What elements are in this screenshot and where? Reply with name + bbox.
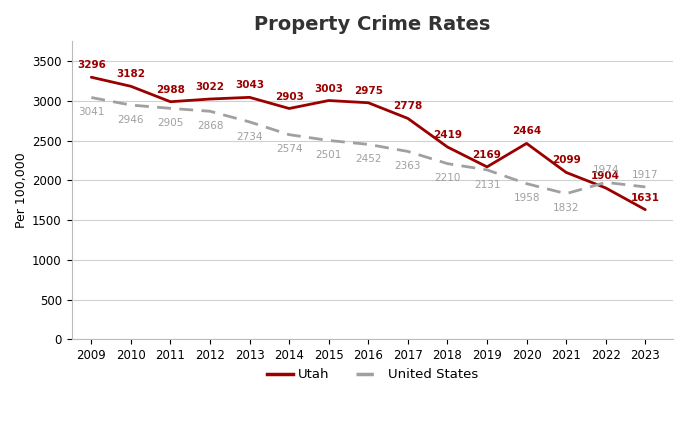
Text: 2988: 2988	[156, 85, 185, 95]
Text: 2210: 2210	[434, 173, 461, 183]
Utah	[483, 164, 491, 169]
United States	[562, 191, 570, 196]
United States	[166, 106, 175, 111]
Utah	[246, 95, 254, 100]
Text: 2868: 2868	[197, 121, 224, 131]
United States	[483, 167, 491, 172]
Utah	[166, 99, 175, 104]
United States	[522, 181, 530, 186]
Text: 2734: 2734	[237, 132, 263, 141]
Text: 1974: 1974	[592, 165, 619, 175]
Text: 3296: 3296	[77, 60, 106, 70]
United States	[601, 180, 610, 185]
Text: 2419: 2419	[433, 130, 462, 140]
Text: 2452: 2452	[355, 154, 382, 164]
Text: 3182: 3182	[116, 69, 145, 79]
Legend: Utah, United States: Utah, United States	[261, 363, 483, 387]
United States	[404, 149, 412, 154]
Text: 2975: 2975	[354, 86, 383, 96]
Utah	[364, 100, 372, 105]
Line: Utah: Utah	[92, 77, 645, 210]
Text: 2169: 2169	[473, 150, 502, 160]
Title: Property Crime Rates: Property Crime Rates	[254, 15, 491, 34]
Text: 2946: 2946	[118, 115, 144, 125]
Utah	[206, 96, 214, 102]
Utah	[325, 98, 333, 103]
Y-axis label: Per 100,000: Per 100,000	[15, 152, 28, 228]
Utah	[443, 145, 451, 150]
United States	[127, 102, 135, 108]
Text: 2574: 2574	[276, 145, 303, 155]
Utah	[285, 106, 293, 111]
Utah	[601, 185, 610, 191]
Text: 2464: 2464	[512, 126, 541, 136]
Text: 3022: 3022	[195, 82, 224, 92]
Text: 3041: 3041	[78, 107, 105, 117]
Utah	[87, 75, 96, 80]
United States	[641, 184, 649, 190]
Text: 2363: 2363	[395, 161, 421, 171]
Text: 1904: 1904	[591, 171, 620, 181]
United States	[443, 161, 451, 166]
Text: 1917: 1917	[632, 170, 658, 180]
Utah	[522, 141, 530, 146]
Text: 3003: 3003	[314, 84, 343, 94]
United States	[325, 138, 333, 143]
Text: 2501: 2501	[316, 150, 342, 160]
United States	[246, 119, 254, 125]
Utah	[404, 116, 412, 121]
Utah	[127, 84, 135, 89]
Text: 2131: 2131	[474, 180, 500, 190]
Text: 2903: 2903	[275, 92, 303, 102]
Text: 3043: 3043	[235, 80, 264, 90]
Text: 2778: 2778	[394, 102, 422, 112]
United States	[87, 95, 96, 100]
Utah	[641, 207, 649, 212]
United States	[206, 108, 214, 114]
Text: 2099: 2099	[552, 155, 581, 165]
Text: 1958: 1958	[513, 194, 540, 204]
Utah	[562, 170, 570, 175]
Text: 1631: 1631	[631, 193, 660, 203]
United States	[364, 142, 372, 147]
United States	[285, 132, 293, 137]
Text: 1832: 1832	[553, 204, 579, 214]
Text: 2905: 2905	[158, 118, 184, 128]
Line: United States: United States	[92, 98, 645, 194]
